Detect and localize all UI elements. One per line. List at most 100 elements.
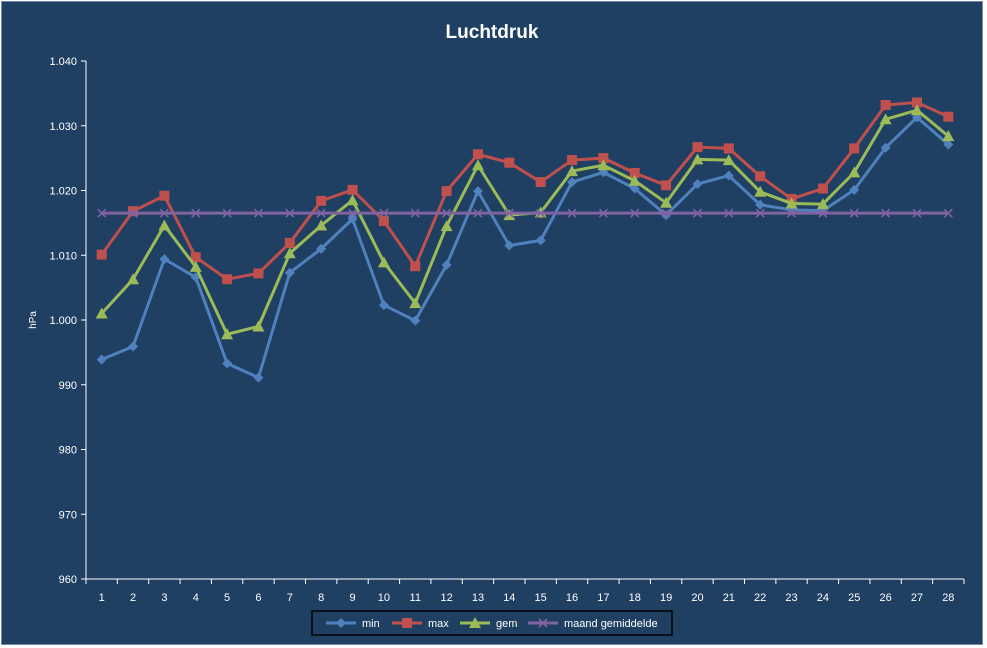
data-point	[284, 237, 295, 248]
x-tick-label: 9	[349, 592, 355, 604]
data-point	[316, 195, 327, 206]
series-line	[101, 115, 950, 380]
x-tick-label: 22	[754, 592, 766, 604]
x-tick-label: 4	[193, 592, 199, 604]
data-point	[95, 307, 108, 319]
x-tick-label: 13	[472, 592, 484, 604]
series-max	[96, 97, 954, 285]
data-point	[222, 208, 232, 218]
data-point	[316, 208, 326, 218]
data-point	[441, 186, 452, 197]
legend-item: gem	[460, 617, 517, 630]
series-maand-gemiddelde	[97, 208, 953, 218]
data-point	[473, 208, 483, 218]
data-point	[379, 208, 389, 218]
data-point	[190, 252, 201, 263]
data-point	[630, 208, 640, 218]
data-point	[597, 159, 610, 171]
x-tick-label: 7	[287, 592, 293, 604]
legend-label: min	[362, 618, 380, 630]
data-point	[158, 219, 171, 231]
x-tick-label: 17	[597, 592, 609, 604]
data-point	[253, 208, 264, 218]
series-gem	[95, 104, 955, 340]
data-point	[722, 154, 735, 166]
data-point	[221, 328, 234, 340]
x-tick-label: 8	[318, 592, 324, 604]
x-tick-label: 1	[99, 592, 105, 604]
data-point	[943, 139, 954, 150]
data-point	[754, 185, 767, 197]
data-point	[692, 179, 703, 190]
x-tick-label: 27	[911, 592, 923, 604]
data-point	[346, 194, 359, 206]
x-tick-label: 11	[410, 592, 421, 604]
data-point	[567, 155, 578, 166]
data-point	[440, 220, 453, 232]
data-point	[409, 297, 422, 309]
data-point	[504, 240, 515, 251]
data-point	[942, 130, 955, 142]
data-point	[128, 208, 138, 218]
x-tick-label: 16	[566, 592, 578, 604]
legend-swatch-marker	[469, 617, 481, 628]
y-tick-label: 1.030	[49, 121, 77, 133]
data-point	[189, 260, 202, 272]
data-point	[159, 208, 169, 218]
data-point	[629, 168, 640, 179]
data-point	[253, 372, 264, 383]
data-point	[222, 358, 233, 369]
x-tick-label: 3	[161, 592, 167, 604]
y-tick-label: 1.020	[49, 186, 77, 198]
y-tick-label: 960	[59, 574, 77, 586]
data-point	[315, 219, 328, 231]
legend-swatch-marker	[402, 618, 412, 628]
data-point	[723, 170, 734, 181]
x-tick-label: 26	[879, 592, 891, 604]
data-point	[912, 208, 922, 218]
data-point	[567, 208, 577, 218]
y-axis-label: hPa	[28, 311, 39, 329]
data-point	[316, 243, 327, 254]
series-layer	[95, 97, 955, 383]
data-point	[283, 247, 296, 259]
data-point	[848, 166, 861, 178]
data-point	[660, 196, 673, 208]
data-point	[128, 206, 139, 217]
data-point	[566, 165, 579, 177]
data-point	[347, 208, 358, 218]
legend-swatch-marker	[336, 618, 346, 628]
data-point	[472, 186, 483, 197]
data-point	[785, 197, 798, 209]
data-point	[755, 208, 765, 218]
series-min	[96, 112, 954, 383]
data-point	[97, 208, 107, 218]
data-point	[661, 180, 672, 191]
data-point	[880, 142, 891, 153]
x-tick-label: 21	[723, 592, 735, 604]
data-point	[471, 159, 484, 171]
x-tick-label: 6	[255, 592, 261, 604]
data-point	[691, 153, 704, 165]
data-point	[472, 149, 483, 160]
data-point	[817, 183, 828, 194]
data-point	[879, 113, 892, 125]
legend-item: maand gemiddelde	[528, 618, 658, 630]
data-point	[692, 208, 703, 218]
x-tick-label: 5	[224, 592, 230, 604]
legend-label: gem	[496, 618, 517, 630]
data-point	[191, 208, 201, 218]
y-tick-label: 1.010	[49, 250, 77, 262]
x-tick-label: 23	[785, 592, 797, 604]
data-point	[347, 184, 358, 195]
data-point	[285, 208, 295, 218]
data-point	[755, 199, 766, 210]
data-point	[598, 153, 609, 164]
data-point	[378, 215, 389, 226]
data-point	[849, 143, 860, 154]
x-tick-label: 28	[942, 592, 954, 604]
data-point	[410, 261, 421, 272]
data-point	[410, 315, 421, 326]
